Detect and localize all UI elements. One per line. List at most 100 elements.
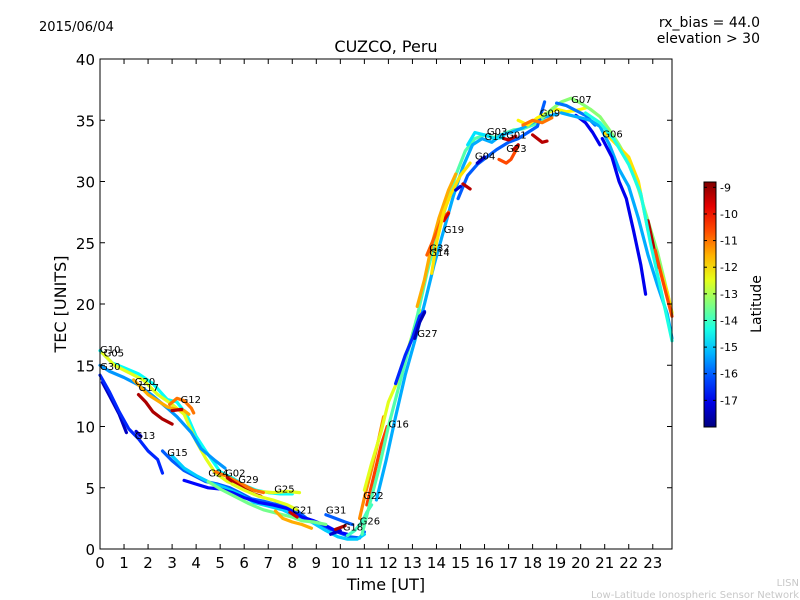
series-g06 bbox=[559, 111, 674, 340]
satellite-label-g06: G06 bbox=[602, 129, 622, 140]
colorbar: -9 -10 -11 -12 -13 -14 -15 -16 -17 bbox=[703, 181, 738, 428]
x-tick-label: 14 bbox=[427, 554, 446, 572]
elevation-label: elevation > 30 bbox=[657, 31, 760, 47]
series-g29b bbox=[230, 482, 299, 512]
satellite-label-g12: G12 bbox=[181, 395, 201, 406]
series-g12b bbox=[170, 407, 184, 413]
satellite-label-g14: G14 bbox=[485, 132, 505, 143]
series-g07 bbox=[540, 96, 674, 316]
x-tick-label: 12 bbox=[379, 554, 398, 572]
x-axis-label: Time [UT] bbox=[346, 575, 425, 594]
satellite-label-g16: G16 bbox=[388, 420, 408, 431]
series-g23b bbox=[511, 143, 520, 152]
series-rise2 bbox=[374, 112, 559, 502]
series-g24 bbox=[182, 478, 350, 536]
satellite-label-g24: G24 bbox=[208, 469, 228, 480]
colorbar-tick-label: -10 bbox=[720, 208, 738, 221]
y-tick-label: 25 bbox=[76, 235, 95, 253]
series-g31b bbox=[329, 529, 342, 536]
series-g15b bbox=[170, 454, 366, 541]
colorbar-tick-label: -17 bbox=[720, 394, 738, 407]
x-tick-label: 3 bbox=[167, 554, 177, 572]
series-g31 bbox=[324, 513, 354, 527]
satellite-label-g32: G32 bbox=[429, 243, 449, 254]
y-tick-label: 10 bbox=[76, 419, 95, 437]
satellite-label-g09: G09 bbox=[540, 109, 560, 120]
satellite-label-g21: G21 bbox=[292, 506, 312, 517]
satellite-label-g23: G23 bbox=[506, 144, 526, 155]
series-g25 bbox=[206, 480, 328, 527]
y-axis-label: TEC [UNITS] bbox=[51, 256, 70, 354]
x-tick-label: 0 bbox=[95, 554, 105, 572]
satellite-label-g07: G07 bbox=[571, 95, 591, 106]
satellite-label-g18: G18 bbox=[343, 523, 363, 534]
colorbar-tick-label: -11 bbox=[720, 235, 738, 248]
satellite-label-g01: G01 bbox=[506, 131, 526, 142]
series-g03 bbox=[466, 130, 506, 147]
colorbar-gradient bbox=[703, 181, 717, 428]
x-tick-label: 13 bbox=[403, 554, 422, 572]
series-g01 bbox=[502, 134, 518, 142]
x-tick-label: 21 bbox=[595, 554, 614, 572]
satellite-label-g17: G17 bbox=[139, 383, 159, 394]
satellite-label-g02: G02 bbox=[225, 469, 245, 480]
colorbar-tick-label: -14 bbox=[720, 314, 738, 327]
series-g13 bbox=[98, 373, 165, 475]
satellite-label-g25: G25 bbox=[274, 485, 294, 496]
colorbar-label: Latitude bbox=[749, 275, 765, 333]
series-g19b bbox=[430, 161, 472, 275]
x-tick-label: 1 bbox=[119, 554, 129, 572]
x-tick-label: 6 bbox=[239, 554, 249, 572]
satellite-label-g20: G20 bbox=[135, 377, 155, 388]
x-tick-label: 17 bbox=[499, 554, 518, 572]
x-tick-label: 18 bbox=[523, 554, 542, 572]
series-g19 bbox=[442, 211, 451, 223]
series-g06f bbox=[583, 111, 674, 343]
series-g23 bbox=[497, 144, 520, 165]
series-g27 bbox=[394, 309, 427, 386]
x-tick-label: 20 bbox=[571, 554, 590, 572]
y-tick-label: 20 bbox=[76, 296, 95, 314]
satellite-label-g10: G10 bbox=[100, 345, 120, 356]
x-tick-label: 2 bbox=[143, 554, 153, 572]
satellite-label-g03: G03 bbox=[487, 127, 507, 138]
colorbar-tick-label: -15 bbox=[720, 341, 738, 354]
colorbar-tick-label: -9 bbox=[720, 181, 731, 194]
series-g17 bbox=[136, 393, 174, 426]
satellite-label-g27: G27 bbox=[417, 329, 437, 340]
axes: 0 1 2 3 4 5 6 7 8 9 10 11 12 13 14 15 16 17 18 19 20 21 22 2305… bbox=[76, 51, 673, 572]
x-tick-label: 9 bbox=[312, 554, 322, 572]
series-g18 bbox=[333, 524, 347, 531]
plot-frame bbox=[99, 58, 673, 550]
satellite-label-g15: G15 bbox=[167, 448, 187, 459]
colorbar-tick-label: -13 bbox=[720, 288, 738, 301]
series-g04c bbox=[461, 182, 472, 191]
y-tick-label: 35 bbox=[76, 112, 95, 130]
satellite-label-g14: G14 bbox=[429, 248, 449, 259]
series-g04d bbox=[475, 155, 487, 165]
series-g09c bbox=[531, 133, 549, 144]
series-g04 bbox=[456, 100, 547, 201]
x-tick-label: 16 bbox=[475, 554, 494, 572]
series-g09b bbox=[521, 116, 554, 127]
x-tick-label: 5 bbox=[215, 554, 225, 572]
x-tick-label: 11 bbox=[355, 554, 374, 572]
satellite-label-g26: G26 bbox=[360, 517, 380, 528]
footer-network: Low-Latitude Ionospheric Sensor Network bbox=[591, 590, 799, 600]
date-label: 2015/06/04 bbox=[39, 20, 114, 35]
x-tick-label: 10 bbox=[331, 554, 350, 572]
series-g15 bbox=[160, 449, 366, 540]
x-tick-label: 7 bbox=[263, 554, 273, 572]
y-tick-label: 30 bbox=[76, 174, 95, 192]
satellite-label-g19: G19 bbox=[444, 225, 464, 236]
series-g21b bbox=[288, 510, 299, 519]
colorbar-tick-label: -16 bbox=[720, 368, 738, 381]
series-g12 bbox=[168, 396, 196, 415]
series-g06b bbox=[600, 137, 648, 296]
x-tick-label: 19 bbox=[547, 554, 566, 572]
satellite-label-g04: G04 bbox=[475, 151, 495, 162]
series-g16 bbox=[365, 424, 389, 507]
y-tick-label: 5 bbox=[85, 480, 95, 498]
satellite-label-g29: G29 bbox=[238, 475, 258, 486]
